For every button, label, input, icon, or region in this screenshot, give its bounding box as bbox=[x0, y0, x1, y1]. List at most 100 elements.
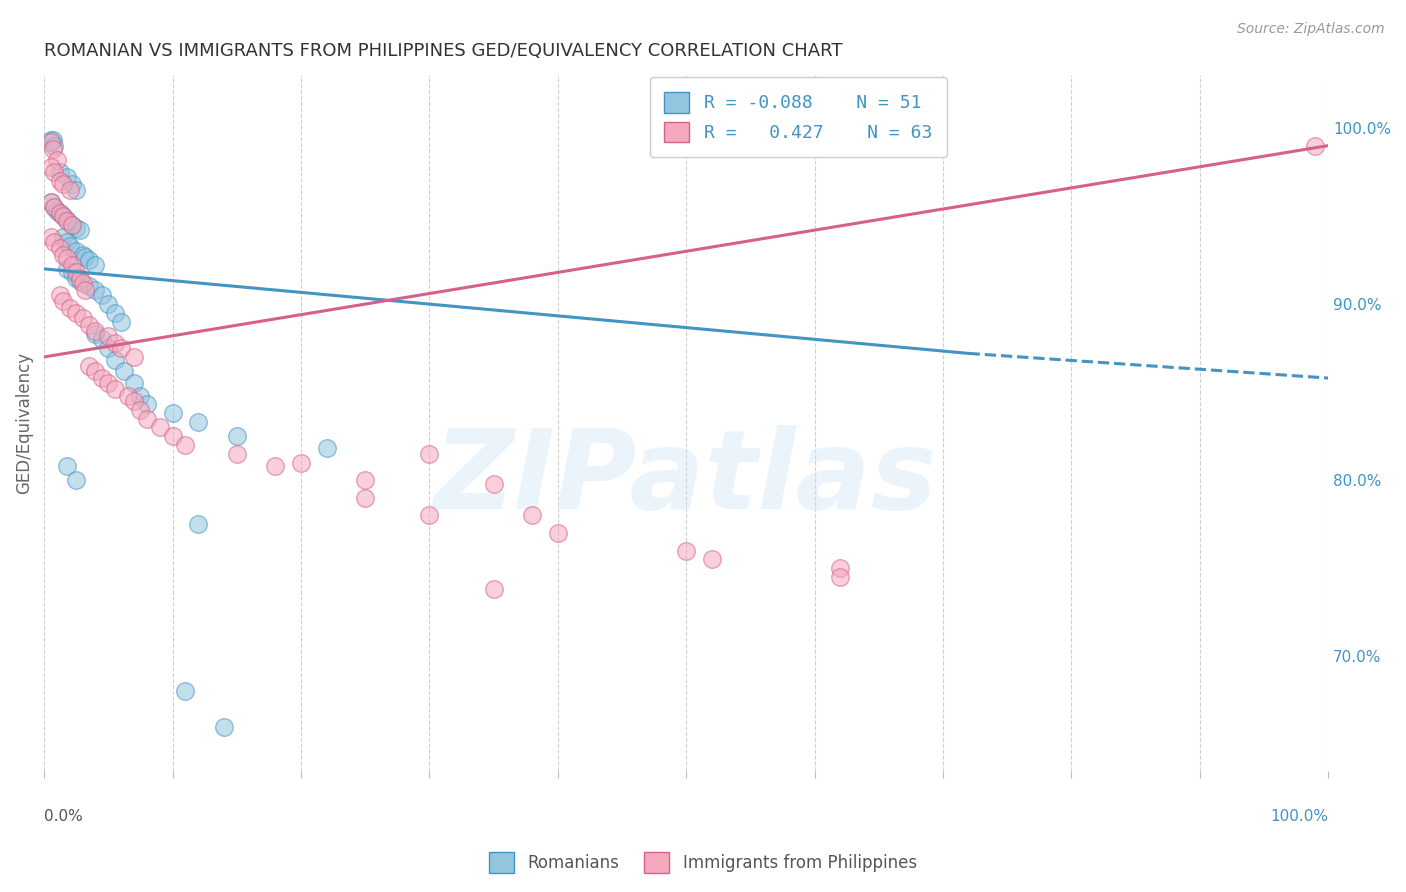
Point bbox=[225, 447, 247, 461]
Point bbox=[90, 371, 112, 385]
Point bbox=[56, 170, 79, 185]
Point bbox=[52, 209, 75, 223]
Y-axis label: GED/Equivalency: GED/Equivalency bbox=[15, 351, 32, 494]
Point bbox=[264, 459, 287, 474]
Point bbox=[122, 350, 145, 364]
Point bbox=[830, 561, 852, 575]
Point bbox=[135, 411, 157, 425]
Point bbox=[42, 133, 65, 147]
Point bbox=[69, 274, 91, 288]
Point bbox=[56, 261, 79, 276]
Point bbox=[65, 473, 87, 487]
Point bbox=[830, 570, 852, 584]
Point bbox=[104, 306, 127, 320]
Point bbox=[77, 253, 100, 268]
Text: ZIPatlas: ZIPatlas bbox=[434, 425, 938, 533]
Point bbox=[75, 250, 97, 264]
Point bbox=[84, 283, 107, 297]
Point bbox=[75, 283, 97, 297]
Point bbox=[110, 341, 132, 355]
Point bbox=[52, 178, 75, 192]
Point bbox=[60, 218, 83, 232]
Point bbox=[65, 306, 87, 320]
Point bbox=[354, 473, 377, 487]
Point bbox=[44, 138, 66, 153]
Point bbox=[225, 429, 247, 443]
Point bbox=[354, 491, 377, 505]
Point bbox=[90, 288, 112, 302]
Point bbox=[72, 311, 94, 326]
Point bbox=[65, 183, 87, 197]
Point bbox=[39, 194, 62, 209]
Text: 100.0%: 100.0% bbox=[1270, 809, 1329, 824]
Point bbox=[520, 508, 543, 523]
Point bbox=[48, 241, 70, 255]
Point bbox=[104, 353, 127, 368]
Point bbox=[60, 258, 83, 272]
Point bbox=[84, 364, 107, 378]
Point bbox=[48, 165, 70, 179]
Point bbox=[129, 402, 152, 417]
Point bbox=[104, 382, 127, 396]
Point bbox=[1303, 138, 1326, 153]
Point bbox=[65, 221, 87, 235]
Point bbox=[84, 324, 107, 338]
Point bbox=[56, 252, 79, 266]
Point bbox=[65, 265, 87, 279]
Point bbox=[162, 406, 184, 420]
Point bbox=[290, 456, 312, 470]
Point bbox=[418, 447, 440, 461]
Point bbox=[112, 364, 135, 378]
Point bbox=[174, 684, 197, 698]
Point bbox=[77, 359, 100, 373]
Point bbox=[48, 288, 70, 302]
Point bbox=[84, 326, 107, 341]
Point bbox=[52, 248, 75, 262]
Point bbox=[44, 200, 66, 214]
Point bbox=[482, 582, 505, 597]
Point bbox=[44, 165, 66, 179]
Point bbox=[72, 248, 94, 262]
Legend: Romanians, Immigrants from Philippines: Romanians, Immigrants from Philippines bbox=[482, 846, 924, 880]
Point bbox=[418, 508, 440, 523]
Text: 0.0%: 0.0% bbox=[44, 809, 83, 824]
Legend: R = -0.088    N = 51, R =   0.427    N = 63: R = -0.088 N = 51, R = 0.427 N = 63 bbox=[650, 78, 946, 157]
Point bbox=[39, 230, 62, 244]
Point bbox=[52, 209, 75, 223]
Point bbox=[135, 397, 157, 411]
Point bbox=[97, 328, 120, 343]
Point bbox=[59, 301, 82, 315]
Point bbox=[39, 133, 62, 147]
Point bbox=[60, 218, 83, 232]
Point bbox=[675, 543, 697, 558]
Point bbox=[52, 293, 75, 308]
Point bbox=[59, 239, 82, 253]
Point bbox=[59, 183, 82, 197]
Point bbox=[149, 420, 172, 434]
Point bbox=[700, 552, 723, 566]
Point bbox=[42, 142, 65, 156]
Point bbox=[56, 459, 79, 474]
Point bbox=[56, 235, 79, 250]
Point bbox=[48, 205, 70, 219]
Point bbox=[547, 526, 569, 541]
Point bbox=[60, 265, 83, 279]
Point bbox=[482, 476, 505, 491]
Point bbox=[104, 335, 127, 350]
Point bbox=[97, 376, 120, 391]
Point bbox=[77, 279, 100, 293]
Point bbox=[56, 214, 79, 228]
Point bbox=[90, 332, 112, 346]
Point bbox=[44, 235, 66, 250]
Point bbox=[65, 244, 87, 259]
Point bbox=[46, 203, 69, 218]
Point bbox=[174, 438, 197, 452]
Point bbox=[84, 258, 107, 272]
Point bbox=[39, 194, 62, 209]
Point bbox=[212, 720, 235, 734]
Point bbox=[39, 160, 62, 174]
Point bbox=[69, 223, 91, 237]
Point bbox=[72, 276, 94, 290]
Point bbox=[187, 415, 209, 429]
Point bbox=[60, 178, 83, 192]
